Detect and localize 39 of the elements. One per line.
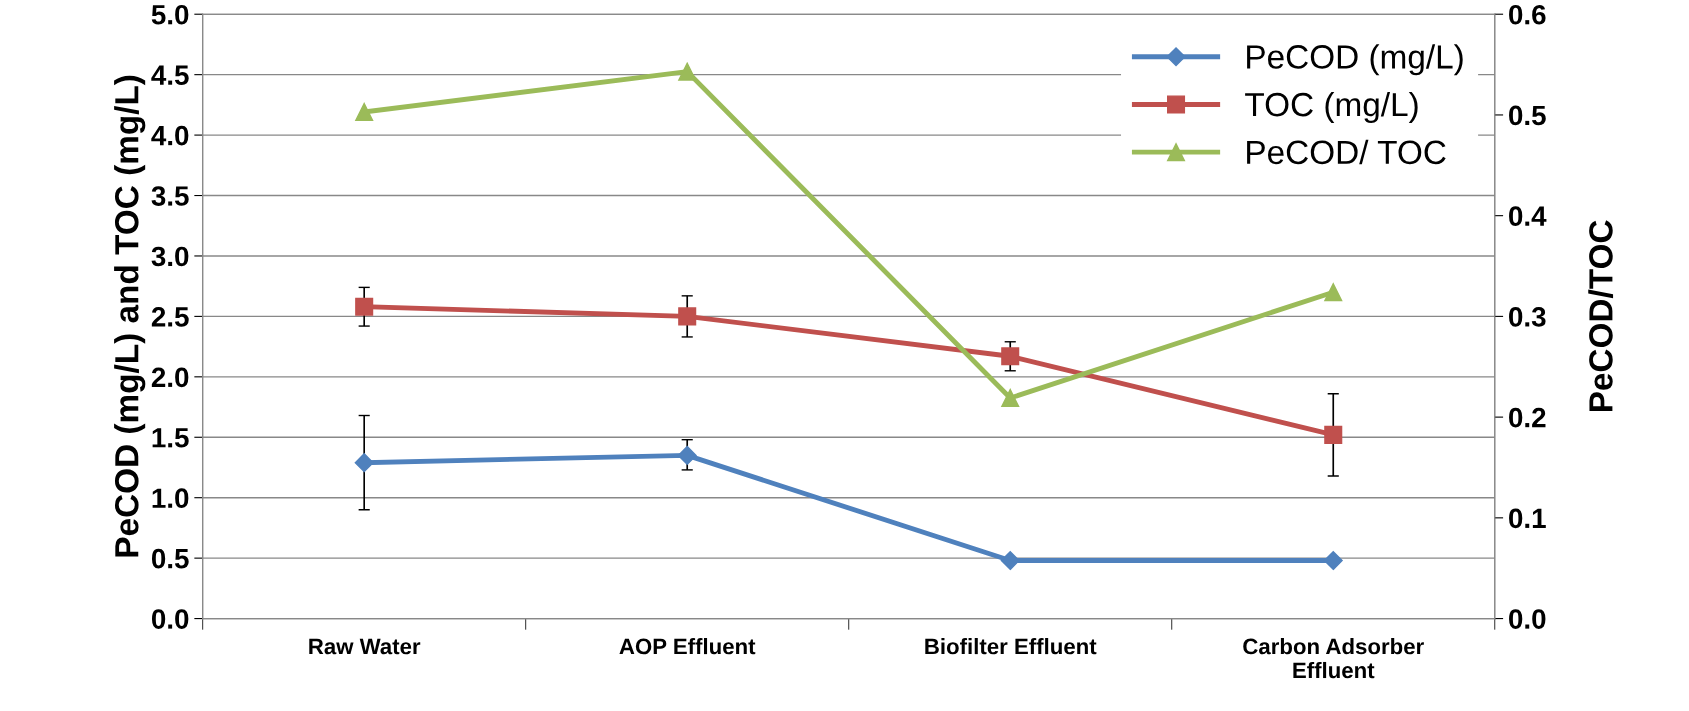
point xyxy=(1323,551,1343,571)
y2-tick-label: 0.5 xyxy=(1509,105,1546,126)
point xyxy=(1324,283,1343,302)
y-tick-label: 0.5 xyxy=(151,548,189,569)
x-tick-label: Carbon Adsorber Effluent xyxy=(1243,638,1424,679)
y-tick-label: 4.5 xyxy=(151,65,189,85)
y-tick-label: 1.0 xyxy=(152,488,189,509)
y-tick-label: 3.5 xyxy=(151,186,189,206)
y2-tick-label: 0.1 xyxy=(1509,508,1546,529)
y2-tick-label: 0.3 xyxy=(1509,307,1546,327)
y2-tick-label: 0.0 xyxy=(1509,609,1546,629)
y-tick-label: 0.0 xyxy=(151,609,189,629)
point xyxy=(1001,388,1020,408)
point xyxy=(1324,425,1343,444)
point xyxy=(1000,551,1020,571)
y-tick-label: 2.0 xyxy=(151,367,189,388)
point xyxy=(678,307,697,326)
y-tick-label: 4.0 xyxy=(151,125,189,146)
point xyxy=(354,453,374,473)
y-tick-label: 1.5 xyxy=(152,428,189,448)
legend-label: PeCOD/ TOC xyxy=(1247,139,1446,165)
y2-tick-label: 0.4 xyxy=(1509,206,1547,227)
point xyxy=(355,297,374,316)
legend-label: TOC (mg/L) xyxy=(1245,91,1418,124)
y-axis-title: PeCOD (mg/L) and TOC (mg/L) xyxy=(114,75,146,557)
x-tick-label: Raw Water xyxy=(309,638,421,655)
legend-label: PeCOD (mg/L) xyxy=(1247,44,1463,76)
y-tick-label: 2.5 xyxy=(151,307,189,327)
y-tick-label: 5.0 xyxy=(151,4,189,25)
x-tick-label: AOP Effluent xyxy=(619,638,756,655)
point xyxy=(678,62,697,81)
point xyxy=(355,102,374,121)
point xyxy=(677,445,697,465)
point xyxy=(1001,347,1020,366)
y2-axis-title: PeCOD/TOC xyxy=(1588,220,1614,412)
x-tick-label: Biofilter Effluent xyxy=(925,638,1097,655)
y-tick-label: 3.0 xyxy=(151,246,189,267)
y2-tick-label: 0.6 xyxy=(1509,4,1546,25)
y2-tick-label: 0.2 xyxy=(1509,407,1546,428)
